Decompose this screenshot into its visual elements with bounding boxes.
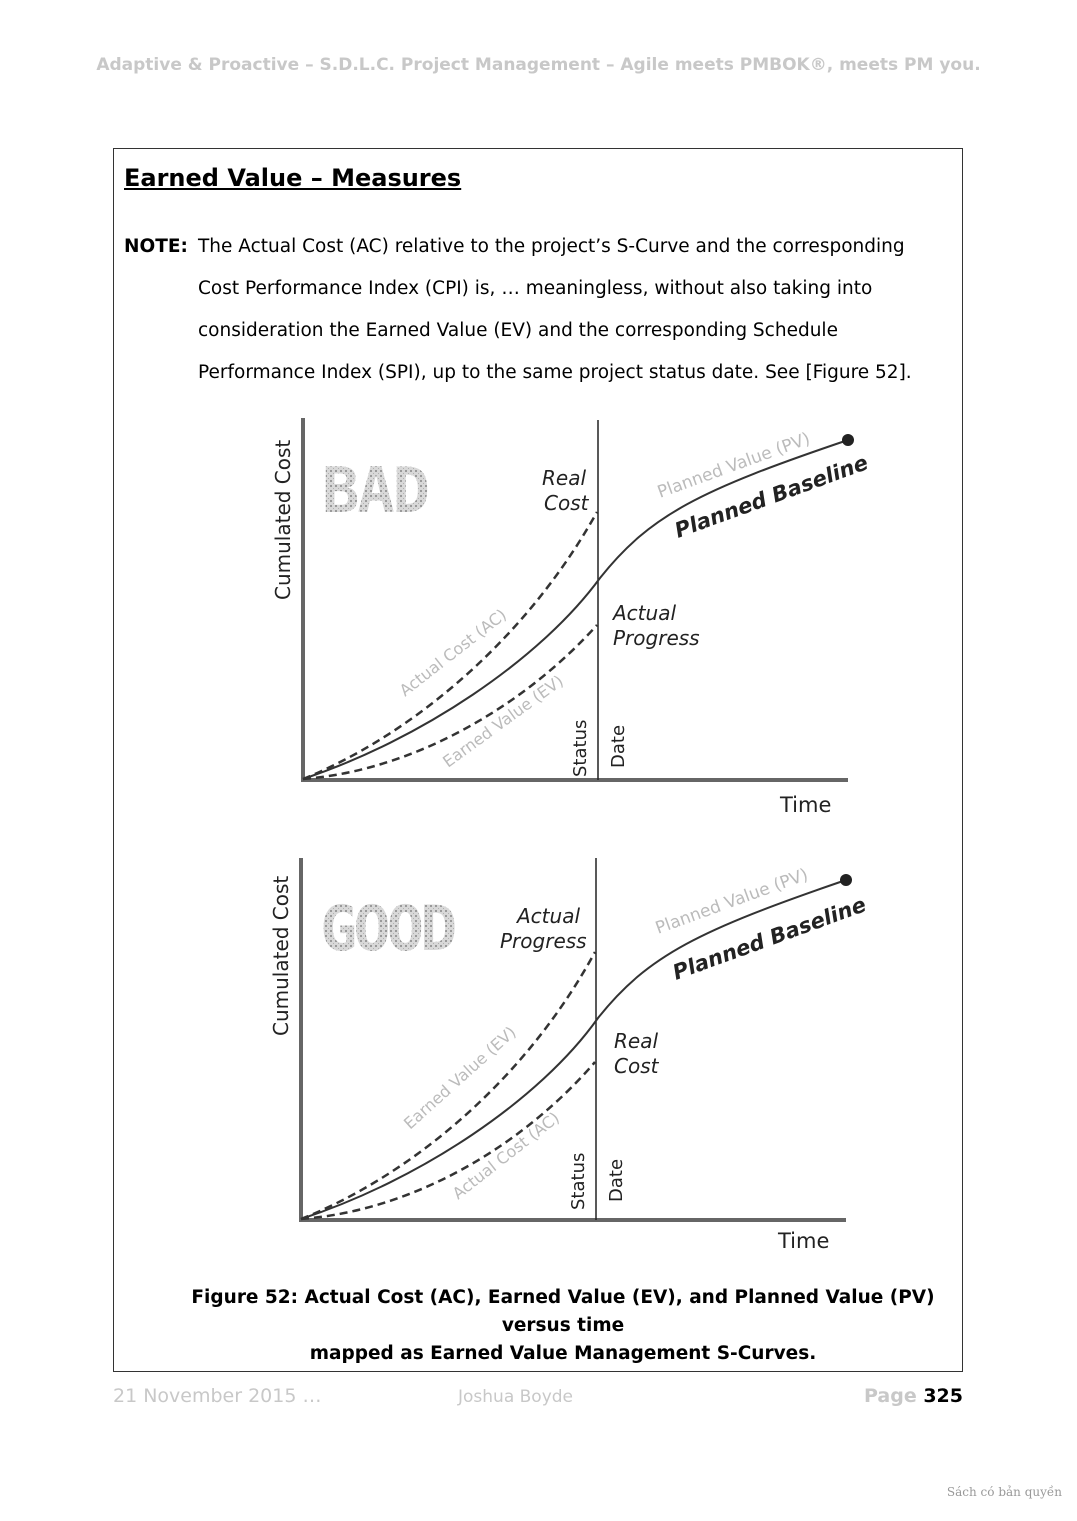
note-line: consideration the Earned Value (EV) and …: [198, 320, 838, 341]
note-text: The Actual Cost (AC) relative to the pro…: [198, 226, 944, 394]
figure-caption: Figure 52: Actual Cost (AC), Earned Valu…: [163, 1284, 963, 1368]
note-label: NOTE:: [124, 236, 188, 257]
footer-page: Page 325: [864, 1385, 963, 1407]
page-number: 325: [923, 1385, 963, 1407]
footer-date: 21 November 2015 …: [113, 1385, 322, 1407]
watermark: Sách có bản quyền: [946, 1485, 1062, 1499]
page-label: Page: [863, 1385, 924, 1407]
caption-line: Figure 52: Actual Cost (AC), Earned Valu…: [191, 1287, 935, 1336]
footer-author: Joshua Boyde: [458, 1387, 574, 1407]
section-title: Earned Value – Measures: [124, 164, 462, 192]
note-block: NOTE: The Actual Cost (AC) relative to t…: [124, 226, 944, 394]
content-frame: [113, 148, 963, 1372]
note-line: Performance Index (SPI), up to the same …: [198, 362, 912, 383]
running-header: Adaptive & Proactive – S.D.L.C. Project …: [96, 55, 981, 75]
note-line: Cost Performance Index (CPI) is, … meani…: [198, 278, 873, 299]
caption-line: mapped as Earned Value Management S-Curv…: [309, 1343, 817, 1364]
note-line: The Actual Cost (AC) relative to the pro…: [198, 236, 905, 257]
